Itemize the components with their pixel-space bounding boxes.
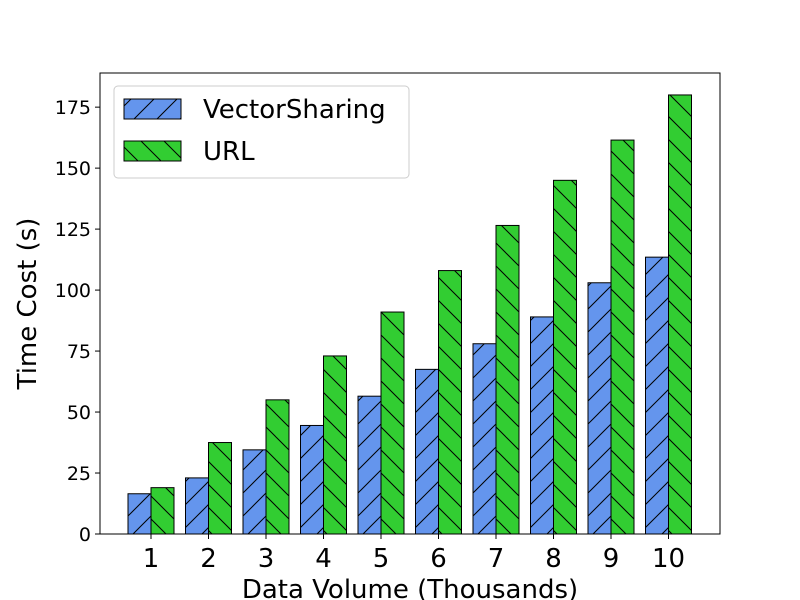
bar-vectorsharing-5 (357, 395, 382, 535)
x-tick-label: 1 (143, 544, 160, 574)
x-tick-label: 2 (200, 544, 217, 574)
legend-swatch (123, 140, 182, 162)
bar-hatch (645, 256, 669, 535)
bar-url-3 (265, 399, 290, 535)
x-tick-label: 10 (652, 544, 685, 574)
x-tick-label: 8 (545, 544, 562, 574)
x-tick-label: 7 (488, 544, 505, 574)
x-tick-label: 6 (430, 544, 447, 574)
bar-hatch (415, 368, 439, 535)
bar-url-10 (668, 94, 692, 535)
y-axis-label: Time Cost (s) (13, 218, 43, 391)
y-tick-label: 0 (79, 524, 91, 546)
axes-layer: 0 25 50 75 100 125 150 175 1 2 3 4 5 6 7 8 9 10 Data Volum… (13, 72, 721, 600)
bar-vectorsharing-8 (530, 316, 554, 535)
legend: VectorSharing URL (113, 85, 410, 179)
x-tick-label: 3 (258, 544, 275, 574)
bar-hatch (323, 355, 347, 535)
bar-hatch (357, 395, 382, 535)
bars-layer (127, 94, 692, 535)
bar-vectorsharing-1 (127, 493, 152, 535)
y-tick-label: 125 (55, 219, 91, 241)
bar-url-7 (495, 224, 520, 535)
bar-hatch (610, 139, 635, 535)
bar-vectorsharing-3 (242, 449, 267, 535)
bar-url-2 (208, 442, 232, 535)
bar-hatch (438, 270, 462, 535)
bar-vectorsharing-9 (587, 282, 612, 535)
legend-swatch (123, 98, 182, 120)
bar-vectorsharing-6 (415, 368, 439, 535)
x-tick-label: 4 (315, 544, 332, 574)
bar-url-5 (380, 311, 405, 535)
y-tick-label: 100 (55, 280, 91, 302)
bar-hatch (300, 424, 324, 535)
bar-hatch (242, 449, 267, 535)
bar-vectorsharing-7 (472, 343, 497, 535)
bar-url-6 (438, 270, 462, 535)
bar-url-4 (323, 355, 347, 535)
bar-hatch (668, 94, 692, 535)
plot-frame (99, 72, 721, 535)
x-axis-label: Data Volume (Thousands) (242, 575, 578, 600)
y-tick-label: 50 (67, 402, 91, 424)
x-tick-label: 9 (603, 544, 620, 574)
bar-hatch (127, 493, 152, 535)
x-tick-label: 5 (373, 544, 390, 574)
series-vectorsharing (127, 256, 669, 535)
bar-hatch (150, 487, 175, 535)
bar-url-9 (610, 139, 635, 535)
bar-hatch (530, 316, 554, 535)
bar-url-8 (553, 179, 577, 535)
legend-entry-vectorsharing: VectorSharing (123, 95, 386, 125)
bar-vectorsharing-2 (185, 477, 209, 535)
y-tick-label: 175 (55, 97, 91, 119)
legend-label: URL (203, 137, 255, 167)
bar-hatch (208, 442, 232, 535)
bar-url-1 (150, 487, 175, 535)
bar-hatch (553, 179, 577, 535)
legend-label: VectorSharing (203, 95, 386, 125)
y-tick-label: 25 (67, 463, 91, 485)
legend-box (113, 85, 410, 179)
bar-hatch (495, 224, 520, 535)
bar-hatch (380, 311, 405, 535)
bar-hatch (472, 343, 497, 535)
y-tick-label: 75 (67, 341, 91, 363)
legend-entry-url: URL (123, 137, 255, 167)
y-tick-label: 150 (55, 158, 91, 180)
bar-hatch (587, 282, 612, 535)
bar-vectorsharing-10 (645, 256, 669, 535)
bar-hatch (265, 399, 290, 535)
bar-hatch (185, 477, 209, 535)
bar-vectorsharing-4 (300, 424, 324, 535)
